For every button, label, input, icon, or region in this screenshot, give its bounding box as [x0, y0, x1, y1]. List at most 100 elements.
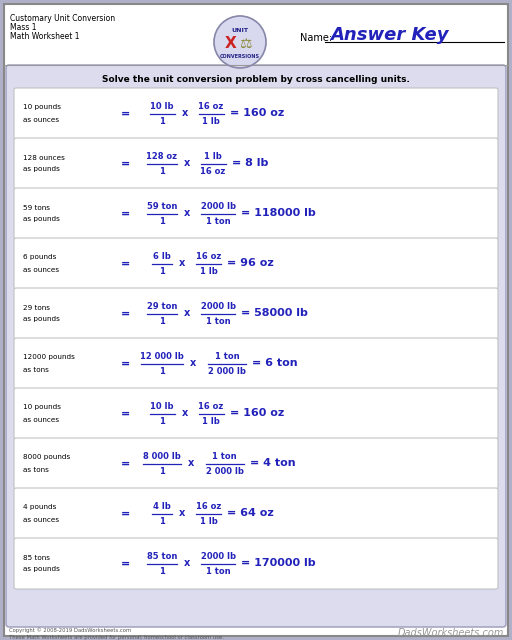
Text: 4 pounds: 4 pounds — [23, 504, 56, 511]
Text: =: = — [120, 109, 130, 118]
Text: as pounds: as pounds — [23, 166, 60, 173]
Text: 16 oz: 16 oz — [198, 102, 224, 111]
Text: CONVERSIONS: CONVERSIONS — [220, 54, 260, 58]
Text: 85 ton: 85 ton — [147, 552, 177, 561]
Text: 6 pounds: 6 pounds — [23, 255, 56, 260]
FancyBboxPatch shape — [14, 388, 498, 439]
Text: Mass 1: Mass 1 — [10, 23, 36, 32]
Text: 1: 1 — [159, 267, 165, 276]
Text: as ounces: as ounces — [23, 516, 59, 522]
Text: x: x — [179, 509, 185, 518]
Text: = 160 oz: = 160 oz — [229, 408, 284, 419]
Text: 2000 lb: 2000 lb — [201, 552, 236, 561]
Text: = 118000 lb: = 118000 lb — [241, 209, 315, 218]
Text: =: = — [120, 358, 130, 369]
Text: 10 pounds: 10 pounds — [23, 404, 61, 410]
Text: 16 oz: 16 oz — [196, 252, 222, 261]
Text: as pounds: as pounds — [23, 317, 60, 323]
Text: =: = — [120, 259, 130, 269]
Text: x: x — [183, 308, 190, 319]
Text: Name:: Name: — [300, 33, 332, 43]
Text: = 4 ton: = 4 ton — [250, 458, 295, 468]
Text: as tons: as tons — [23, 367, 49, 372]
Text: 2 000 lb: 2 000 lb — [208, 367, 246, 376]
Text: =: = — [120, 458, 130, 468]
Text: x: x — [179, 259, 185, 269]
Text: as ounces: as ounces — [23, 116, 59, 122]
Text: 1: 1 — [159, 467, 165, 476]
Text: x: x — [183, 559, 190, 568]
Text: Solve the unit conversion problem by cross cancelling units.: Solve the unit conversion problem by cro… — [102, 76, 410, 84]
Text: 6 lb: 6 lb — [153, 252, 171, 261]
Text: 8000 pounds: 8000 pounds — [23, 454, 70, 461]
Text: 1 lb: 1 lb — [200, 517, 218, 526]
Text: X: X — [225, 36, 237, 51]
Text: 1 lb: 1 lb — [200, 267, 218, 276]
Text: 29 tons: 29 tons — [23, 305, 50, 310]
Text: = 6 ton: = 6 ton — [252, 358, 297, 369]
FancyBboxPatch shape — [4, 4, 508, 636]
Text: 29 ton: 29 ton — [147, 302, 177, 311]
Text: x: x — [188, 458, 194, 468]
Text: 1 ton: 1 ton — [215, 352, 239, 361]
Text: =: = — [120, 559, 130, 568]
Text: 10 lb: 10 lb — [150, 102, 174, 111]
Text: 1 ton: 1 ton — [206, 217, 230, 226]
FancyBboxPatch shape — [14, 538, 498, 589]
Text: x: x — [183, 159, 190, 168]
Text: 1 ton: 1 ton — [206, 317, 230, 326]
Circle shape — [214, 16, 266, 68]
Text: 12000 pounds: 12000 pounds — [23, 355, 75, 360]
Text: UNIT: UNIT — [231, 28, 248, 33]
Text: as ounces: as ounces — [23, 266, 59, 273]
Text: x: x — [183, 209, 190, 218]
Text: x: x — [181, 408, 187, 419]
Text: 1 ton: 1 ton — [212, 452, 237, 461]
Text: as pounds: as pounds — [23, 216, 60, 223]
Text: Customary Unit Conversion: Customary Unit Conversion — [10, 14, 115, 23]
Text: =: = — [120, 509, 130, 518]
Text: = 96 oz: = 96 oz — [227, 259, 274, 269]
FancyBboxPatch shape — [6, 65, 506, 627]
Text: 10 pounds: 10 pounds — [23, 104, 61, 111]
Text: 85 tons: 85 tons — [23, 554, 50, 561]
Text: = 8 lb: = 8 lb — [231, 159, 268, 168]
Text: x: x — [181, 109, 187, 118]
Text: 12 000 lb: 12 000 lb — [140, 352, 184, 361]
Text: as pounds: as pounds — [23, 566, 60, 573]
Text: Copyright © 2008-2019 DadsWorksheets.com: Copyright © 2008-2019 DadsWorksheets.com — [9, 627, 131, 633]
FancyBboxPatch shape — [14, 88, 498, 139]
Text: Answer Key: Answer Key — [330, 26, 449, 44]
Text: 1: 1 — [159, 117, 165, 126]
Text: 59 ton: 59 ton — [147, 202, 177, 211]
Text: = 160 oz: = 160 oz — [229, 109, 284, 118]
Text: 1: 1 — [159, 167, 165, 176]
Text: = 64 oz: = 64 oz — [227, 509, 274, 518]
FancyBboxPatch shape — [14, 338, 498, 389]
Text: Math Worksheet 1: Math Worksheet 1 — [10, 32, 79, 41]
Text: x: x — [190, 358, 196, 369]
Text: =: = — [120, 159, 130, 168]
Text: 2000 lb: 2000 lb — [201, 302, 236, 311]
FancyBboxPatch shape — [14, 438, 498, 489]
Text: DadsWorksheets.com: DadsWorksheets.com — [398, 628, 504, 638]
Text: 1 lb: 1 lb — [202, 117, 220, 126]
Text: = 58000 lb: = 58000 lb — [241, 308, 308, 319]
Text: 1: 1 — [159, 517, 165, 526]
Text: =: = — [120, 408, 130, 419]
Text: 59 tons: 59 tons — [23, 205, 50, 211]
Text: =: = — [120, 209, 130, 218]
Text: 1 lb: 1 lb — [202, 417, 220, 426]
Text: 128 oz: 128 oz — [146, 152, 178, 161]
Text: 16 oz: 16 oz — [198, 402, 224, 411]
Text: These Math Worksheets are provided for personal, homeschool or classroom use.: These Math Worksheets are provided for p… — [9, 634, 224, 639]
FancyBboxPatch shape — [14, 488, 498, 539]
FancyBboxPatch shape — [14, 188, 498, 239]
FancyBboxPatch shape — [14, 138, 498, 189]
Text: 16 oz: 16 oz — [196, 502, 222, 511]
Text: as ounces: as ounces — [23, 417, 59, 422]
Text: 128 ounces: 128 ounces — [23, 154, 65, 161]
Text: 1 ton: 1 ton — [206, 567, 230, 576]
FancyBboxPatch shape — [14, 288, 498, 339]
Text: 1: 1 — [159, 317, 165, 326]
